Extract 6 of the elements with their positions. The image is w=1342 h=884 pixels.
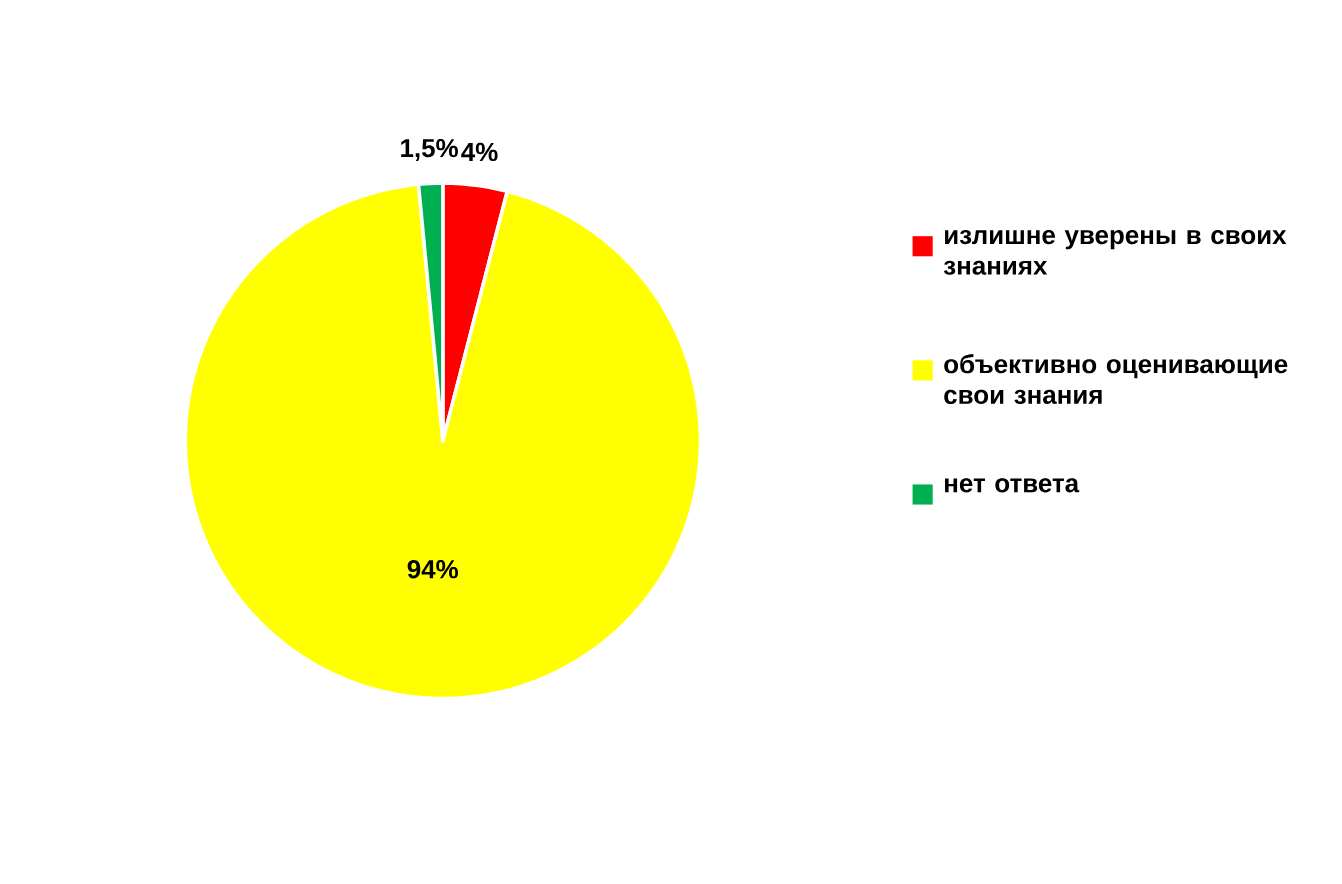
data-label: 94% — [407, 560, 458, 579]
legend-label: излишне уверены в своих знаниях — [943, 230, 1287, 275]
data-label: 4% — [461, 143, 498, 162]
legend-label: объективно оценивающие свои знания — [944, 354, 1288, 405]
data-label: 1,5% — [401, 139, 458, 162]
legend-label: нет ответа — [945, 478, 1080, 493]
